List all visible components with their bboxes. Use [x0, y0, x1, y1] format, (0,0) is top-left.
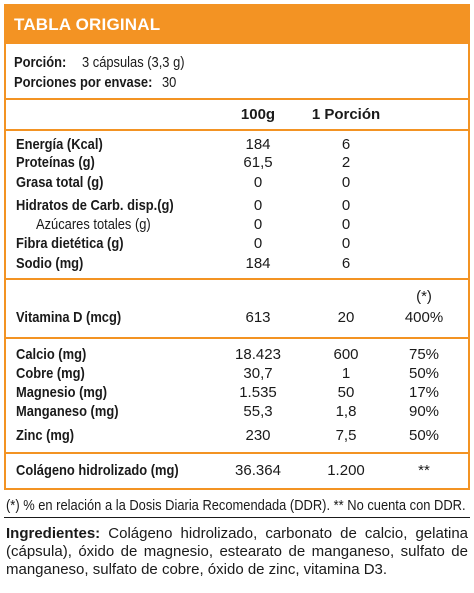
table-row: Proteínas (g) 61,5 2 — [6, 154, 468, 172]
table-row: Colágeno hidrolizado (mg) 36.364 1.200 *… — [6, 462, 468, 480]
divider — [6, 337, 468, 339]
nutrient-name: Manganeso (mg) — [16, 403, 119, 420]
value-100g: 0 — [253, 174, 263, 191]
nutrient-name: Proteínas (g) — [16, 154, 95, 171]
ingredients-block: Ingredientes: Colágeno hidrolizado, carb… — [6, 525, 468, 579]
nutrient-name: Sodio (mg) — [16, 255, 84, 272]
value-portion: 20 — [337, 309, 355, 326]
table-row: Sodio (mg) 184 6 — [6, 255, 468, 273]
value-portion: 0 — [341, 216, 351, 233]
nutrient-name: Magnesio (mg) — [16, 384, 108, 401]
value-100g: 0 — [253, 235, 263, 252]
value-portion: 0 — [341, 235, 351, 252]
table-row: Hidratos de Carb. disp.(g) 0 0 — [6, 197, 468, 215]
value-100g: 0 — [253, 216, 263, 233]
divider — [6, 98, 468, 100]
value-100g: 0 — [253, 197, 263, 214]
value-portion: 6 — [341, 255, 351, 272]
table-row: Grasa total (g) 0 0 — [6, 174, 468, 192]
nutrient-name: Hidratos de Carb. disp.(g) — [16, 197, 174, 214]
value-100g: 230 — [245, 427, 271, 444]
ingredients-label: Ingredientes: — [6, 525, 101, 542]
value-100g: 61,5 — [243, 154, 273, 171]
value-100g: 55,3 — [243, 403, 273, 420]
nutrient-name: Cobre (mg) — [16, 365, 85, 382]
portion-value: 3 cápsulas (3,3 g) — [82, 54, 185, 71]
nutrient-name: Calcio (mg) — [16, 346, 87, 363]
value-portion: 7,5 — [335, 427, 357, 444]
nutrient-name: Azúcares totales (g) — [36, 216, 151, 233]
value-ddr: ** — [418, 462, 430, 479]
table-row: Calcio (mg) 18.423 600 75% — [6, 346, 468, 364]
portion-label: Porción: — [14, 54, 67, 71]
table-row: Energía (Kcal) 184 6 — [6, 136, 468, 154]
table-row: Zinc (mg) 230 7,5 50% — [6, 427, 468, 445]
divider — [6, 129, 468, 131]
value-100g: 613 — [245, 309, 271, 326]
divider — [6, 452, 468, 454]
table-row: Magnesio (mg) 1.535 50 17% — [6, 384, 468, 402]
divider — [4, 517, 470, 518]
table-header: TABLA ORIGINAL — [6, 6, 468, 44]
table-row: Cobre (mg) 30,7 1 50% — [6, 365, 468, 383]
value-ddr: 50% — [408, 427, 440, 444]
per-pack-label: Porciones por envase: — [14, 74, 153, 91]
column-header-100g: 100g — [240, 106, 276, 123]
value-100g: 184 — [245, 136, 271, 153]
table-row: Azúcares totales (g) 0 0 — [6, 216, 468, 234]
value-portion: 50 — [337, 384, 355, 401]
divider — [6, 278, 468, 280]
nutrient-name: Fibra dietética (g) — [16, 235, 124, 252]
value-ddr: 400% — [404, 309, 444, 326]
value-100g: 18.423 — [235, 346, 281, 363]
per-pack-value: 30 — [162, 74, 177, 91]
table-row: Manganeso (mg) 55,3 1,8 90% — [6, 403, 468, 421]
nutrient-name: Zinc (mg) — [16, 427, 75, 444]
value-100g: 184 — [245, 255, 271, 272]
value-portion: 600 — [333, 346, 359, 363]
ddr-marker: (*) — [416, 288, 432, 305]
table-row: Fibra dietética (g) 0 0 — [6, 235, 468, 253]
value-100g: 36.364 — [235, 462, 281, 479]
value-portion: 1.200 — [327, 462, 365, 479]
value-portion: 0 — [341, 174, 351, 191]
value-portion: 2 — [341, 154, 351, 171]
value-ddr: 50% — [408, 365, 440, 382]
nutrient-name: Vitamina D (mcg) — [16, 309, 122, 326]
nutrient-name: Grasa total (g) — [16, 174, 104, 191]
nutrition-table: TABLA ORIGINAL Porción: 3 cápsulas (3,3 … — [4, 4, 470, 490]
table-title: TABLA ORIGINAL — [14, 15, 161, 34]
value-100g: 30,7 — [243, 365, 273, 382]
value-ddr: 17% — [408, 384, 440, 401]
table-row: Vitamina D (mcg) 613 20 400% — [6, 309, 468, 327]
value-portion: 0 — [341, 197, 351, 214]
value-100g: 1.535 — [239, 384, 277, 401]
ingredients-text: Colágeno hidrolizado, carbonato de calci… — [6, 525, 469, 578]
nutrient-name: Energía (Kcal) — [16, 136, 103, 153]
value-portion: 6 — [341, 136, 351, 153]
value-ddr: 75% — [408, 346, 440, 363]
column-header-portion: 1 Porción — [311, 106, 381, 123]
footnote: (*) % en relación a la Dosis Diaria Reco… — [6, 497, 466, 514]
value-portion: 1,8 — [335, 403, 357, 420]
value-portion: 1 — [341, 365, 351, 382]
nutrient-name: Colágeno hidrolizado (mg) — [16, 462, 179, 479]
value-ddr: 90% — [408, 403, 440, 420]
